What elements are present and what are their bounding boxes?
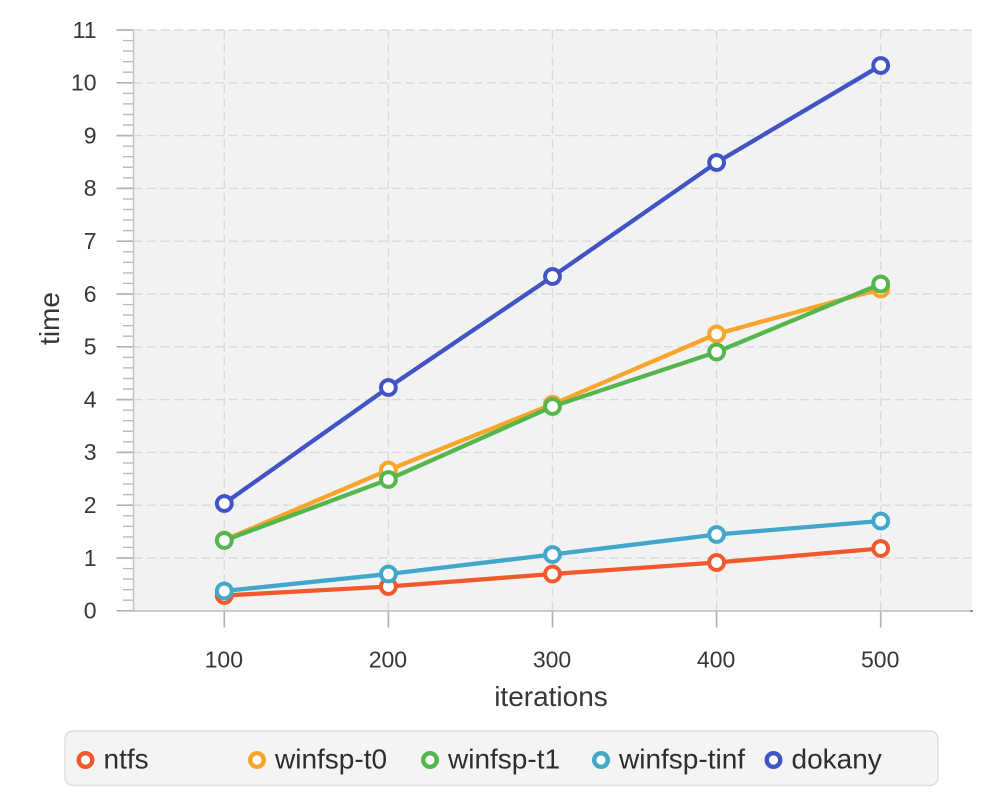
svg-text:8: 8 [84, 175, 97, 201]
svg-text:dokany: dokany [792, 744, 882, 775]
svg-text:10: 10 [71, 70, 97, 96]
svg-text:4: 4 [84, 386, 97, 412]
svg-text:0: 0 [84, 598, 97, 624]
svg-text:6: 6 [84, 281, 97, 307]
svg-text:500: 500 [861, 647, 899, 673]
svg-text:winfsp-t1: winfsp-t1 [447, 744, 560, 775]
svg-text:9: 9 [84, 122, 97, 148]
svg-text:300: 300 [533, 647, 571, 673]
svg-text:winfsp-t0: winfsp-t0 [274, 744, 387, 775]
svg-text:3: 3 [84, 439, 97, 465]
svg-text:5: 5 [84, 334, 97, 360]
svg-text:100: 100 [205, 647, 243, 673]
svg-text:iterations: iterations [494, 681, 608, 712]
svg-text:1: 1 [84, 545, 97, 571]
svg-text:7: 7 [84, 228, 97, 254]
svg-text:ntfs: ntfs [104, 744, 149, 775]
svg-text:11: 11 [73, 17, 97, 43]
svg-text:2: 2 [84, 492, 97, 518]
svg-text:time: time [34, 292, 65, 345]
svg-text:winfsp-tinf: winfsp-tinf [618, 744, 745, 775]
svg-text:400: 400 [697, 647, 735, 673]
svg-text:200: 200 [369, 647, 407, 673]
